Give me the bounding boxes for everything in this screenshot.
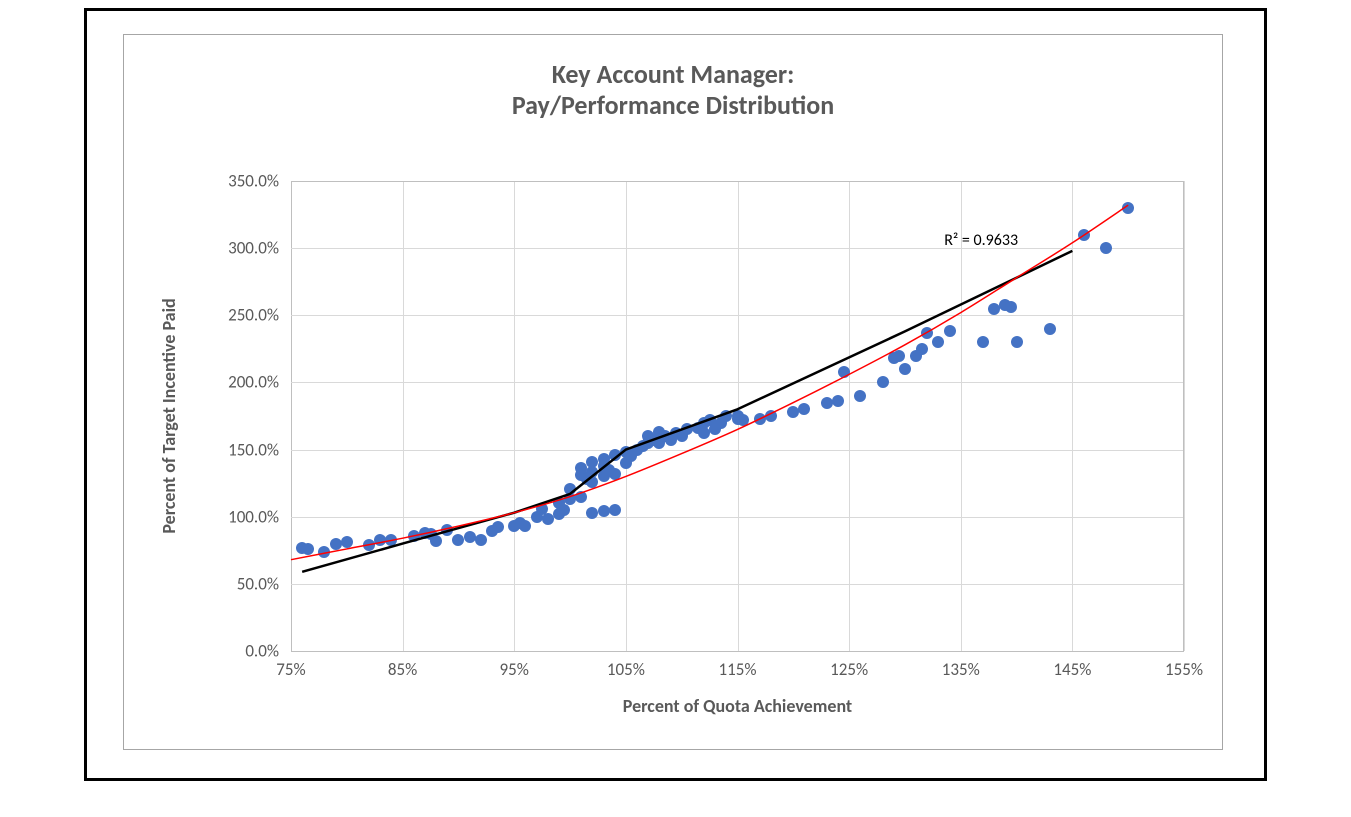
- scatter-point: [893, 350, 905, 362]
- scatter-point: [754, 413, 766, 425]
- scatter-point: [1122, 202, 1134, 214]
- scatter-point: [838, 366, 850, 378]
- y-tick-label: 100.0%: [124, 506, 279, 527]
- scatter-point: [609, 468, 621, 480]
- x-tick-label: 85%: [388, 659, 417, 680]
- scatter-point: [575, 491, 587, 503]
- scatter-point: [341, 536, 353, 548]
- gridline-horizontal: [291, 248, 1184, 249]
- gridline-vertical: [849, 181, 850, 651]
- x-tick-label: 95%: [500, 659, 529, 680]
- y-tick-label: 200.0%: [124, 372, 279, 393]
- scatter-point: [1005, 301, 1017, 313]
- x-tick-label: 135%: [942, 659, 980, 680]
- scatter-point: [977, 336, 989, 348]
- y-tick-label: 350.0%: [124, 171, 279, 192]
- gridline-horizontal: [291, 315, 1184, 316]
- y-tick-label: 300.0%: [124, 238, 279, 259]
- gridline-horizontal: [291, 450, 1184, 451]
- scatter-point: [765, 410, 777, 422]
- black-trendline: [302, 251, 1072, 572]
- x-tick-label: 115%: [718, 659, 756, 680]
- gridline-vertical: [626, 181, 627, 651]
- x-tick-label: 105%: [607, 659, 645, 680]
- scatter-point: [916, 343, 928, 355]
- y-tick-label: 250.0%: [124, 305, 279, 326]
- y-tick-label: 0.0%: [124, 641, 279, 662]
- plot-area: [291, 181, 1184, 651]
- scatter-point: [492, 521, 504, 533]
- gridline-vertical: [514, 181, 515, 651]
- gridline-horizontal: [291, 382, 1184, 383]
- scatter-point: [542, 513, 554, 525]
- scatter-point: [586, 507, 598, 519]
- scatter-point: [330, 538, 342, 550]
- scatter-point: [558, 504, 570, 516]
- scatter-point: [441, 524, 453, 536]
- x-tick-label: 75%: [276, 659, 305, 680]
- scatter-point: [798, 403, 810, 415]
- scatter-point: [475, 534, 487, 546]
- y-tick-label: 50.0%: [124, 573, 279, 594]
- scatter-point: [821, 397, 833, 409]
- x-tick-label: 155%: [1165, 659, 1203, 680]
- scatter-point: [1011, 336, 1023, 348]
- x-tick-label: 125%: [830, 659, 868, 680]
- gridline-horizontal: [291, 584, 1184, 585]
- scatter-point: [464, 531, 476, 543]
- gridline-vertical: [1184, 181, 1185, 651]
- x-axis-title: Percent of Quota Achievement: [291, 695, 1184, 717]
- scatter-point: [1044, 323, 1056, 335]
- scatter-point: [609, 449, 621, 461]
- scatter-point: [609, 504, 621, 516]
- scatter-point: [363, 539, 375, 551]
- scatter-point: [564, 483, 576, 495]
- y-axis-title: Percent of Target Incentive Paid: [158, 298, 180, 533]
- scatter-point: [921, 327, 933, 339]
- chart-title: Key Account Manager: Pay/Performance Dis…: [124, 59, 1222, 121]
- scatter-point: [302, 543, 314, 555]
- gridline-horizontal: [291, 181, 1184, 182]
- scatter-point: [1078, 229, 1090, 241]
- scatter-point: [1100, 242, 1112, 254]
- scatter-point: [385, 534, 397, 546]
- scatter-point: [944, 325, 956, 337]
- scatter-point: [877, 376, 889, 388]
- gridline-vertical: [1072, 181, 1073, 651]
- scatter-point: [854, 390, 866, 402]
- scatter-point: [899, 363, 911, 375]
- y-tick-label: 150.0%: [124, 439, 279, 460]
- scatter-point: [318, 546, 330, 558]
- r-squared-label: R² = 0.9633: [944, 231, 1018, 250]
- chart-frame: Key Account Manager: Pay/Performance Dis…: [123, 34, 1223, 750]
- gridline-vertical: [291, 181, 292, 651]
- scatter-point: [832, 395, 844, 407]
- scatter-point: [519, 520, 531, 532]
- scatter-point: [681, 423, 693, 435]
- gridline-vertical: [961, 181, 962, 651]
- chart-title-line2: Pay/Performance Distribution: [124, 90, 1222, 121]
- chart-title-line1: Key Account Manager:: [124, 59, 1222, 90]
- scatter-point: [598, 505, 610, 517]
- scatter-point: [430, 535, 442, 547]
- gridline-horizontal: [291, 517, 1184, 518]
- scatter-point: [932, 336, 944, 348]
- x-tick-label: 145%: [1053, 659, 1091, 680]
- gridline-horizontal: [291, 651, 1184, 652]
- scatter-point: [737, 414, 749, 426]
- gridline-vertical: [403, 181, 404, 651]
